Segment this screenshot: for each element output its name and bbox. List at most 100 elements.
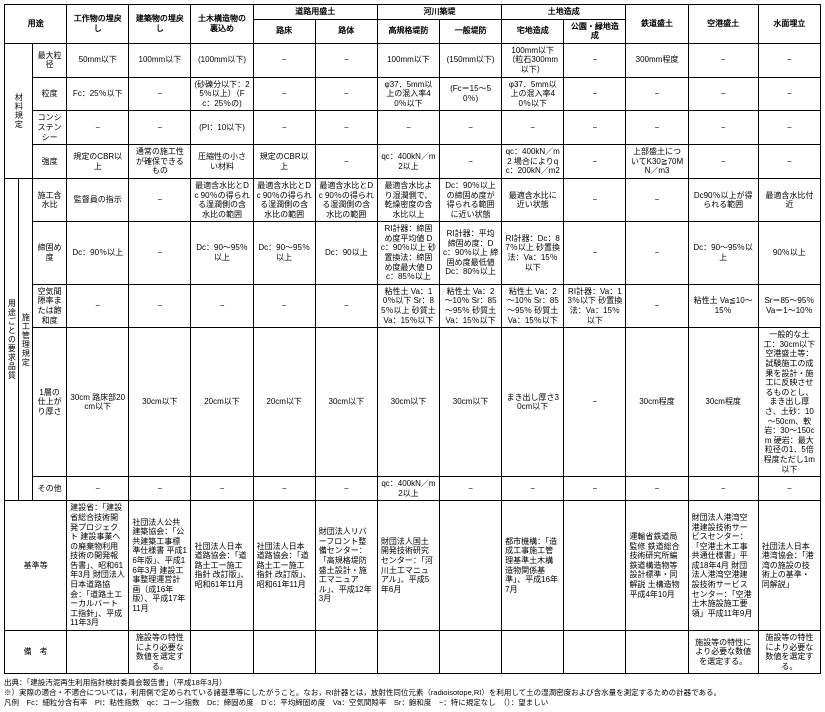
cell: 社団法人日本道路協会：「道路土工ー施工指針 改訂版」、昭和61年11月 <box>253 501 315 631</box>
cell: − <box>758 77 820 111</box>
cell: 20cm以下 <box>253 328 315 477</box>
cell: 50mm以下 <box>67 43 129 77</box>
cell: qc：400kN／m2以上 <box>377 477 439 501</box>
row-label: 1層の仕上がり厚さ <box>33 328 67 477</box>
cell: 施設等の特性により必要な数値を選定する。 <box>129 631 191 674</box>
cell: − <box>253 477 315 501</box>
cell: − <box>253 284 315 327</box>
cell: RI計器：締固め度平均値 Dc：90％以上 砂置換法：締固め度最大値 Dc：85… <box>377 222 439 285</box>
cell: 最適含水比に近い状態 <box>502 178 564 221</box>
cell: 粘性土 Va：2～10％ Sr：85～95％ 砂質土 Va：15％以下 <box>502 284 564 327</box>
hdr-backfill-work: 工作物の埋戻し <box>67 5 129 44</box>
cell: − <box>564 145 626 179</box>
cell: − <box>253 77 315 111</box>
cell: 社団法人日本港湾協会：「港湾の施設の技術上の基準・同解説」 <box>758 501 820 631</box>
cell: − <box>626 284 688 327</box>
cell: qc：400kN／m2 場合によりqc：200kN／m2 <box>502 145 564 179</box>
cell: 最適含水比とDc 90％の得られる湿潤側の含水比の範囲 <box>253 178 315 221</box>
cell: − <box>129 477 191 501</box>
cell: − <box>564 178 626 221</box>
cell: 30cm以下 <box>129 328 191 477</box>
cell: − <box>688 477 758 501</box>
hdr-backfill-bldg: 建築物の埋戻し <box>129 5 191 44</box>
hdr-air: 空港盛土 <box>688 5 758 44</box>
cell: − <box>191 284 253 327</box>
cell: 粘性土 Va：2～10％ Sr：85～95％ 砂質土 Va：15％以下 <box>440 284 502 327</box>
cell <box>191 631 253 674</box>
row-label: 最大粒径 <box>33 43 67 77</box>
cell: 300mm程度 <box>626 43 688 77</box>
row-label: その他 <box>33 477 67 501</box>
cell: (150mm以下) <box>440 43 502 77</box>
cell: RI計器：Va：13％以下 砂置換法：Va：15％以下 <box>564 284 626 327</box>
cell: 運輸省鉄道局監修 鉄道総合技術研究所編鉄道構造物等設計標準・同解説 土構造物 平… <box>626 501 688 631</box>
cell: − <box>502 477 564 501</box>
cell: 30cm以下 <box>315 328 377 477</box>
cell: − <box>688 77 758 111</box>
cell: 90％以上 <box>758 222 820 285</box>
cell: (PI：10以下) <box>191 111 253 145</box>
cell: 100mm以下 <box>129 43 191 77</box>
cell: 監督員の指示 <box>67 178 129 221</box>
footnote-line: 出典：「建設汚泥再生利用指針検討委員会報告書」（平成18年3月） <box>4 678 821 688</box>
footnotes: 出典：「建設汚泥再生利用指針検討委員会報告書」（平成18年3月） ※）実際の適合… <box>4 678 821 707</box>
cell: Dc：90％以上 <box>67 222 129 285</box>
cell: 都市機構：「造成工事施工管理基準土木構造物関係基準」、平成16年7月 <box>502 501 564 631</box>
cell: − <box>129 178 191 221</box>
cell: − <box>440 477 502 501</box>
cell: − <box>315 111 377 145</box>
cell: 粘性土 Va：10％以下 Sr：85％以上 砂質土 Va：15％以下 <box>377 284 439 327</box>
cell: − <box>253 111 315 145</box>
cell: 財団法人港湾空港建設技術サービスセンター：「空港土木工事共通仕様書」平成18年4… <box>688 501 758 631</box>
cell: RI計器：平均締固め度：Dc：90％以上 締固め度最低値 Dc：80％以上 <box>440 222 502 285</box>
cell: Dc：90～95％以上 <box>191 222 253 285</box>
cell: − <box>253 43 315 77</box>
cell: 最適含水比とDc 90％の得られる湿潤側の含水比の範囲 <box>315 178 377 221</box>
cell: 100mm以下 <box>377 43 439 77</box>
cell: − <box>315 145 377 179</box>
cell <box>564 501 626 631</box>
cell <box>440 501 502 631</box>
cell: 最適含水比付近 <box>758 178 820 221</box>
hdr-water: 水面埋立 <box>758 5 820 44</box>
cell: − <box>67 111 129 145</box>
cell: − <box>758 111 820 145</box>
cell: − <box>688 145 758 179</box>
hdr-land-a: 宅地造成 <box>502 19 564 43</box>
cell <box>440 631 502 674</box>
row-label: 締固め度 <box>33 222 67 285</box>
cell: 30cm程度 <box>626 328 688 477</box>
cell: 規定のCBR以上 <box>253 145 315 179</box>
spec-table: 用途 工作物の埋戻し 建築物の埋戻し 土木構造物の裏込め 道路用盛土 河川築堤 … <box>4 4 821 674</box>
row-label: 備 考 <box>5 631 67 674</box>
cell: 100mm以下（粒石300mm以下） <box>502 43 564 77</box>
cell: 施設等の特性により必要な数値を選定する。 <box>758 631 820 674</box>
cell: − <box>315 77 377 111</box>
cell: − <box>564 43 626 77</box>
cell: 30cm以下 <box>377 328 439 477</box>
hdr-civil: 土木構造物の裏込め <box>191 5 253 44</box>
cell: − <box>67 284 129 327</box>
cell: φ37．5mm以上の混入率40％以下 <box>377 77 439 111</box>
cell: まき出し厚さ30cm以下 <box>502 328 564 477</box>
hdr-river-a: 高規格堤防 <box>377 19 439 43</box>
hdr-river: 河川築堤 <box>377 5 501 20</box>
row-label: 空気間隙率または飽和度 <box>33 284 67 327</box>
hdr-land-b: 公園・緑地造成 <box>564 19 626 43</box>
row-label: コンシステンシー <box>33 111 67 145</box>
cell: − <box>626 477 688 501</box>
cell: (100mm以下) <box>191 43 253 77</box>
cell: 20cm以下 <box>191 328 253 477</box>
cell: − <box>502 111 564 145</box>
cell: − <box>440 111 502 145</box>
cell: Dc90％以上が得られる範囲 <box>688 178 758 221</box>
cell: − <box>440 145 502 179</box>
cell <box>377 631 439 674</box>
row-label: 基準等 <box>5 501 67 631</box>
cell: 通常の施工性が確保できるもの <box>129 145 191 179</box>
cell: − <box>129 222 191 285</box>
cell: 30cm程度 <box>688 328 758 477</box>
cell: − <box>564 77 626 111</box>
cell: − <box>626 77 688 111</box>
cell: − <box>315 43 377 77</box>
